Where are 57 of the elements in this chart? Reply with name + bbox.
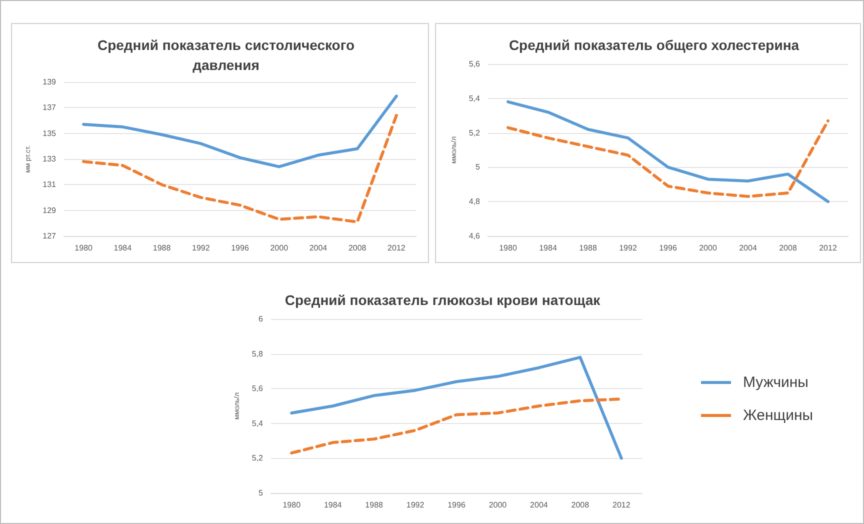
x-tick-label: 2012 — [819, 244, 838, 252]
y-tick-label: 127 — [42, 232, 57, 240]
x-tick-label: 2004 — [739, 244, 758, 252]
x-tick-label: 2000 — [270, 244, 289, 252]
y-tick-label: 129 — [42, 206, 57, 215]
x-tick-label: 1992 — [192, 244, 210, 252]
x-tick-label: 1988 — [579, 244, 598, 252]
x-tick-label: 2008 — [571, 500, 590, 510]
line-series — [506, 119, 830, 198]
line-series — [290, 356, 623, 460]
legend-label: Мужчины — [743, 374, 808, 391]
y-tick-label: 5 — [476, 162, 481, 172]
y-tick-label: 5,2 — [252, 454, 264, 463]
x-tick-label: 2004 — [530, 500, 548, 510]
y-tick-label: 5,8 — [252, 349, 264, 358]
y-tick-label: 5,2 — [468, 128, 481, 138]
chart-title: Средний показатель систолического давления — [97, 37, 355, 73]
x-tick-label: 1980 — [282, 500, 302, 510]
y-tick-label: 6 — [258, 314, 264, 324]
line-series — [290, 398, 623, 454]
chart-title: Средний показатель глюкозы крови натощак — [284, 292, 602, 308]
legend-label: Женщины — [743, 407, 814, 424]
line-series — [82, 94, 398, 168]
x-tick-label: 1984 — [324, 500, 342, 510]
y-tick-label: 133 — [42, 154, 57, 164]
y-tick-label: 4,8 — [468, 197, 481, 206]
y-tick-label: 5,4 — [252, 418, 264, 428]
line-series — [506, 100, 830, 204]
x-tick-label: 2000 — [488, 500, 508, 510]
line-series — [82, 114, 398, 224]
x-tick-label: 1992 — [619, 244, 638, 252]
y-tick-label: 5,4 — [468, 94, 481, 103]
x-tick-label: 2012 — [612, 500, 631, 510]
x-tick-label: 1980 — [499, 244, 518, 252]
x-tick-label: 1996 — [659, 244, 678, 252]
y-tick-label: 5,6 — [468, 60, 481, 68]
y-tick-label: 5,6 — [252, 384, 264, 394]
y-tick-label: 139 — [42, 78, 57, 86]
x-tick-label: 1980 — [74, 244, 94, 252]
x-tick-label: 1988 — [152, 244, 172, 252]
y-tick-label: 4,6 — [468, 232, 481, 240]
x-tick-label: 1996 — [448, 500, 466, 510]
x-tick-label: 2008 — [779, 244, 798, 252]
x-tick-label: 1984 — [539, 244, 558, 252]
x-tick-label: 1996 — [231, 244, 250, 252]
x-tick-label: 1992 — [406, 500, 425, 510]
x-tick-label: 2012 — [388, 244, 406, 252]
x-tick-label: 2000 — [699, 244, 718, 252]
x-tick-label: 1988 — [365, 500, 384, 510]
chart-title: Средний показатель общего холестерина — [508, 37, 800, 53]
y-tick-label: 137 — [42, 103, 57, 112]
y-tick-label: 131 — [42, 180, 57, 190]
x-tick-label: 1984 — [114, 244, 132, 252]
x-tick-label: 2004 — [309, 244, 328, 252]
y-tick-label: 135 — [42, 128, 57, 138]
x-tick-label: 2008 — [348, 244, 367, 252]
y-tick-label: 5 — [258, 488, 264, 498]
